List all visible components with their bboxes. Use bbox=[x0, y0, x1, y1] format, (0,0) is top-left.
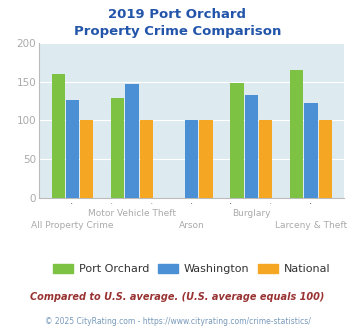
Text: Motor Vehicle Theft: Motor Vehicle Theft bbox=[88, 209, 176, 218]
Bar bbox=[80, 120, 93, 198]
Text: Larceny & Theft: Larceny & Theft bbox=[275, 221, 347, 230]
Bar bbox=[185, 120, 198, 198]
Bar bbox=[125, 84, 139, 198]
Text: All Property Crime: All Property Crime bbox=[31, 221, 114, 230]
Text: Compared to U.S. average. (U.S. average equals 100): Compared to U.S. average. (U.S. average … bbox=[30, 292, 325, 302]
Text: Property Crime Comparison: Property Crime Comparison bbox=[74, 25, 281, 38]
Bar bbox=[200, 120, 213, 198]
Bar bbox=[66, 100, 79, 198]
Text: Burglary: Burglary bbox=[232, 209, 271, 218]
Text: © 2025 CityRating.com - https://www.cityrating.com/crime-statistics/: © 2025 CityRating.com - https://www.city… bbox=[45, 317, 310, 326]
Bar bbox=[319, 120, 332, 198]
Bar bbox=[245, 95, 258, 198]
Bar bbox=[304, 103, 317, 198]
Bar bbox=[230, 83, 244, 198]
Bar bbox=[290, 70, 303, 198]
Text: Arson: Arson bbox=[179, 221, 204, 230]
Bar bbox=[259, 120, 272, 198]
Text: 2019 Port Orchard: 2019 Port Orchard bbox=[109, 8, 246, 21]
Bar bbox=[140, 120, 153, 198]
Legend: Port Orchard, Washington, National: Port Orchard, Washington, National bbox=[49, 259, 335, 279]
Bar bbox=[111, 98, 124, 198]
Bar bbox=[51, 74, 65, 198]
